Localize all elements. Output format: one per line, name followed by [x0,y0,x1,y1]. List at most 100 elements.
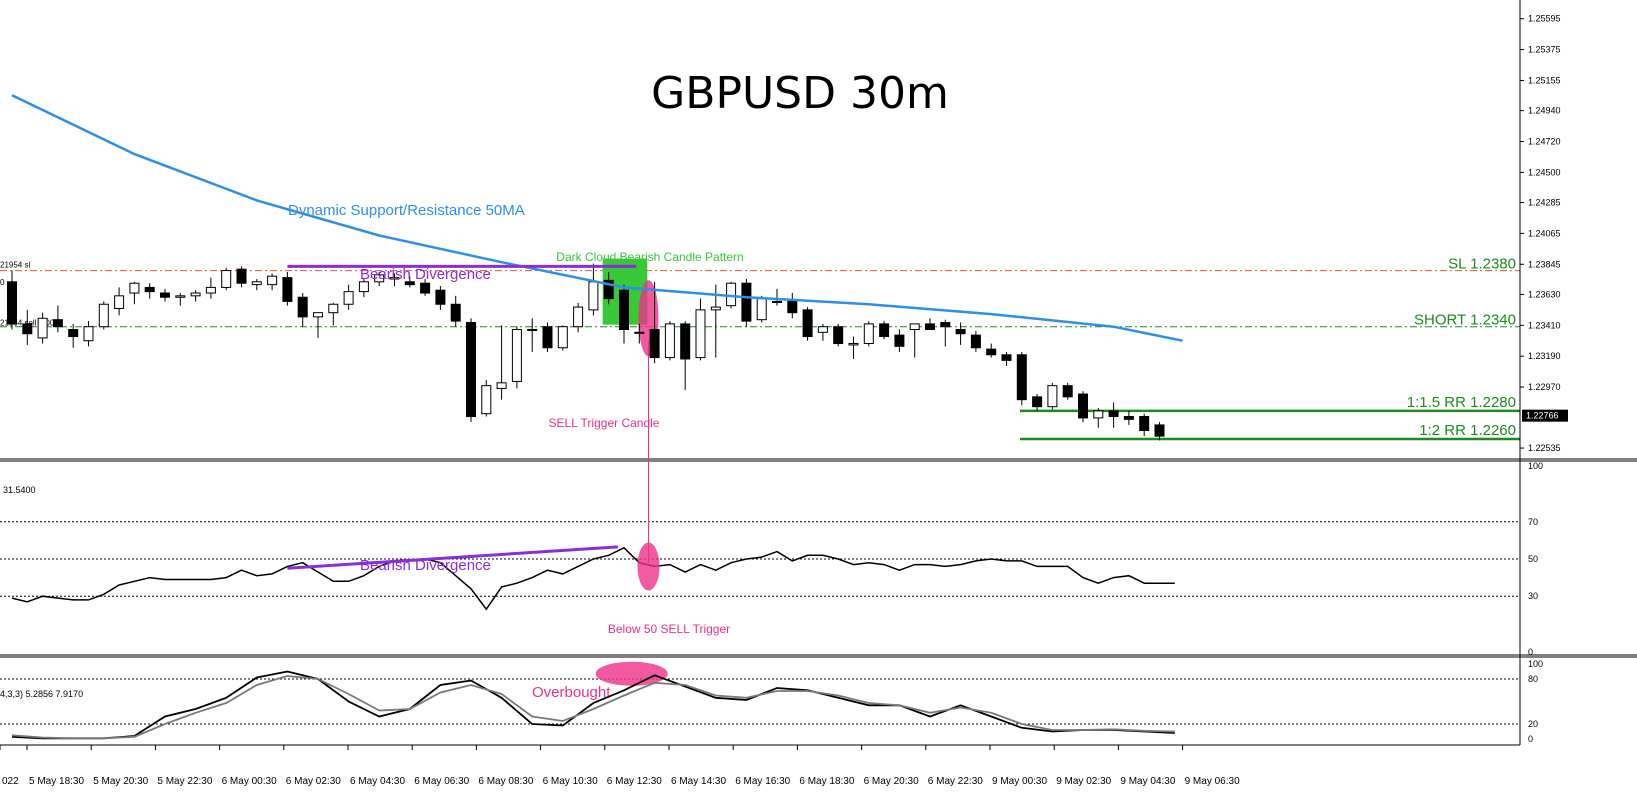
time-tick-label: 5 May 20:30 [93,776,148,787]
candle-body [1032,396,1043,408]
target-2-label: 1:2 RR 1.2260 [1419,422,1516,439]
candle-body [68,329,79,338]
candle-body [1047,385,1058,408]
last-price-label: 1.22766 [1526,411,1559,421]
price-tick-label: 1.25155 [1528,75,1561,85]
candle-body [955,329,966,335]
candle-body [756,298,767,321]
candle-body [1016,354,1027,401]
candle-body [205,286,216,294]
candle-body [343,291,354,305]
candle-body [129,282,140,294]
price-tick-label: 1.24065 [1528,228,1561,238]
candle-body [481,385,492,415]
stop-loss-label: SL 1.2380 [1448,256,1516,273]
candle-body [466,321,476,418]
candle-body [664,323,675,359]
time-tick-label: 9 May 00:30 [992,776,1047,787]
price-divergence-label: Bearish Divergence [360,266,491,283]
time-tick-label: 9 May 04:30 [1120,776,1175,787]
candle-body [848,343,859,346]
time-tick-label: 6 May 22:30 [928,776,983,787]
candle-body [542,326,553,349]
price-panel: SL 1.2380 SHORT 1.2340 1:1.5 RR 1.2280 1:2 … [0,94,1520,441]
candle-body [22,323,33,335]
rsi-trigger-label: Below 50 SELL Trigger [608,622,730,636]
candle-body [496,382,507,389]
candle-body [710,306,721,311]
candle-body [970,334,981,349]
rsi-divergence-line [287,545,618,570]
time-tick-label: 6 May 18:30 [799,776,854,787]
candle-body [817,326,828,333]
candle-body [450,303,461,322]
candle-body [802,309,813,338]
short-entry-label: SHORT 1.2340 [1414,312,1516,329]
rsi-tick-label: 0 [1528,647,1533,657]
price-tick-label: 1.23190 [1528,351,1561,361]
time-tick-label: 6 May 14:30 [671,776,726,787]
candle-body [894,334,905,347]
candle-body [573,306,584,328]
rsi-panel: 31.5400 Bearish Divergence Below 50 SELL T… [0,485,1520,636]
last-price-box [1522,409,1568,422]
candle-body [863,323,874,345]
price-tick-label: 1.24285 [1528,198,1561,208]
price-tick-label: 1.24940 [1528,106,1561,116]
candle-body [787,300,798,314]
stochastic-tick-label: 100 [1528,659,1543,669]
order-label-cut: 0 [0,278,5,287]
candle-body [175,295,186,298]
candle-body [1001,354,1012,361]
time-tick-label: 6 May 06:30 [414,776,469,787]
moving-average-label: Dynamic Support/Resistance 50MA [288,202,525,219]
stochastic-panel: 4,3,3) 5.2856 7.9170 Overbought [0,661,1520,740]
candle-body [511,329,522,382]
candle-body [986,348,997,356]
candle-body [37,317,48,339]
target-1-label: 1:1.5 RR 1.2280 [1407,394,1516,411]
rsi-tick-label: 30 [1528,591,1538,601]
time-tick-label: 6 May 16:30 [735,776,790,787]
candle-body [313,312,323,318]
candle-body [527,329,538,332]
stochastic-tick-label: 0 [1528,734,1533,744]
overbought-label: Overbought [532,684,611,701]
sell-trigger-label: SELL Trigger Candle [549,416,660,430]
candle-body [1139,416,1150,432]
time-tick-label: 9 May 06:30 [1185,776,1240,787]
rsi-trigger-ellipse [637,542,660,591]
time-tick-label: 6 May 20:30 [864,776,919,787]
candle-body [940,321,951,328]
time-tick-label: 6 May 02:30 [286,776,341,787]
price-tick-label: 1.23410 [1528,320,1561,330]
candle-body [7,281,17,325]
candle-body [190,292,201,297]
time-tick-label: 5 May 18:30 [29,776,84,787]
price-tick-label: 1.22970 [1528,382,1561,392]
candle-body [374,274,385,283]
rsi-line [11,546,1175,611]
candle-body [404,281,415,286]
stochastic-header: 4,3,3) 5.2856 7.9170 [0,689,83,699]
candle-body [619,289,629,331]
candle-body [649,329,660,359]
candle-body [588,281,599,311]
candle-body [634,331,645,334]
time-tick-label: 5 May 22:30 [157,776,212,787]
price-tick-label: 1.25595 [1528,14,1561,24]
stochastic-signal-line [11,675,1175,740]
pattern-label: Dark Cloud Bearish Candle Pattern [556,250,743,264]
candle-body [833,326,844,345]
price-tick-label: 1.25375 [1528,45,1561,55]
price-tick-label: 1.24720 [1528,136,1561,146]
candle-body [1154,424,1165,437]
rsi-divergence-label: Bearish Divergence [360,557,491,574]
price-tick-label: 1.23630 [1528,289,1561,299]
price-tick-label: 1.22535 [1528,443,1561,453]
candle-body [328,303,339,314]
candle-body [114,295,125,309]
stochastic-tick-label: 80 [1528,674,1538,684]
candle-body [1108,410,1119,418]
